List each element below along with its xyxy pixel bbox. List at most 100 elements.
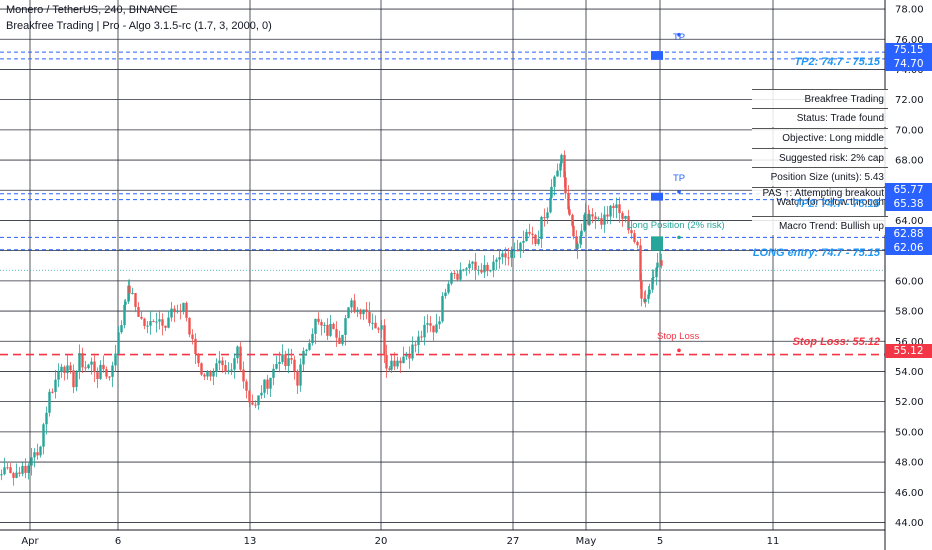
candle-body [480, 269, 483, 273]
candle-body [640, 281, 643, 299]
candle-body [575, 236, 578, 249]
candle-body [396, 360, 399, 367]
candle-body [84, 367, 87, 369]
tp-marker-top: TP [673, 32, 686, 43]
candle-body [559, 163, 562, 171]
candle-body [377, 328, 380, 330]
candle-body [584, 213, 587, 215]
candle-body [290, 358, 293, 360]
candle-body [492, 261, 495, 271]
candles [0, 150, 663, 486]
candle-body [468, 263, 471, 269]
candle-body [296, 371, 299, 386]
x-tick-label: 20 [375, 536, 388, 547]
tp2-overlap-label: TP2: 74.7 - 75.15 [794, 198, 880, 210]
y-tick-label: 72.00 [895, 95, 924, 106]
candle-body [627, 215, 630, 231]
candle-body [134, 292, 137, 307]
candle-body [594, 216, 597, 220]
candle-body [546, 212, 549, 219]
candle-body [87, 364, 90, 369]
candle-body [33, 452, 36, 458]
candle-body [302, 350, 305, 365]
y-tick-label: 52.00 [895, 397, 924, 408]
candle-body [329, 323, 332, 336]
candle-body [563, 154, 566, 178]
symbol-title: Monero / TetherUS, 240, BINANCE [6, 4, 178, 16]
candle-body [99, 364, 102, 379]
candle-body [393, 360, 396, 367]
candle-body [576, 243, 579, 249]
candle-body [215, 363, 218, 372]
candle-body [257, 395, 260, 406]
candle-body [471, 261, 474, 264]
candle-body [371, 322, 374, 324]
stop-dot [677, 348, 681, 353]
candle-body [242, 369, 245, 382]
candle-body [131, 292, 134, 294]
candle-body [78, 353, 81, 372]
entry-zone-box [651, 236, 663, 251]
candle-body [233, 358, 236, 370]
candle-body [308, 343, 311, 350]
candle-body [251, 402, 254, 405]
candle-body [540, 217, 543, 240]
candle-body [90, 361, 93, 365]
candle-body [426, 323, 429, 325]
candle-body [143, 318, 146, 326]
candle-body [489, 270, 492, 272]
candle-body [414, 344, 417, 346]
indicator-title: Breakfree Trading | Pro - Algo 3.1.5-rc … [6, 20, 272, 32]
stop-loss-marker: Stop Loss [657, 331, 700, 342]
candle-body [537, 239, 540, 244]
tp2-zone-box [651, 51, 663, 60]
candle-body [245, 381, 248, 391]
candle-body [385, 354, 388, 369]
candle-body [140, 316, 143, 319]
candle-body [477, 269, 480, 271]
candle-body [45, 412, 48, 425]
candle-body [323, 324, 326, 326]
candle-body [66, 365, 69, 374]
candle-body [335, 329, 338, 338]
candle-body [420, 336, 423, 338]
candle-body [158, 319, 161, 322]
candle-body [639, 245, 642, 282]
candle-body [164, 325, 167, 328]
candle-body [128, 285, 131, 294]
candle-body [580, 230, 583, 236]
candle-body [501, 253, 504, 258]
candle-body [411, 344, 414, 359]
candle-body [456, 273, 459, 280]
candle-body [519, 242, 522, 252]
y-tick-label: 68.00 [895, 156, 924, 167]
candle-body [287, 358, 290, 367]
level-lines [0, 32, 885, 356]
candle-body [655, 267, 658, 278]
candle-body [227, 370, 230, 372]
x-tick-label: 5 [657, 536, 663, 547]
candle-body [429, 323, 432, 326]
candle-body [317, 318, 320, 322]
candle-body [465, 268, 468, 270]
candle-body [51, 391, 54, 393]
y-tick-label: 58.00 [895, 307, 924, 318]
x-axis: Apr 6 13 20 27 May 5 11 [0, 529, 885, 547]
candle-body [571, 214, 574, 226]
candle-body [24, 465, 27, 473]
y-tick-label: 44.00 [895, 518, 924, 529]
candle-body [347, 307, 350, 319]
candle-body [549, 197, 552, 213]
candle-body [435, 324, 438, 333]
candle-body [123, 304, 126, 326]
candle-body [510, 250, 513, 258]
candle-body [30, 457, 33, 466]
tp2-label: TP2: 74.7 - 75.15 [794, 56, 880, 68]
entry-label: LONG entry: 74.7 - 75.15 [752, 247, 880, 259]
candle-body [96, 372, 99, 379]
panel-row-watch: Watch for follow through [776, 197, 884, 208]
candle-body [314, 318, 317, 334]
candle-body [656, 262, 659, 268]
candle-body [167, 317, 170, 328]
